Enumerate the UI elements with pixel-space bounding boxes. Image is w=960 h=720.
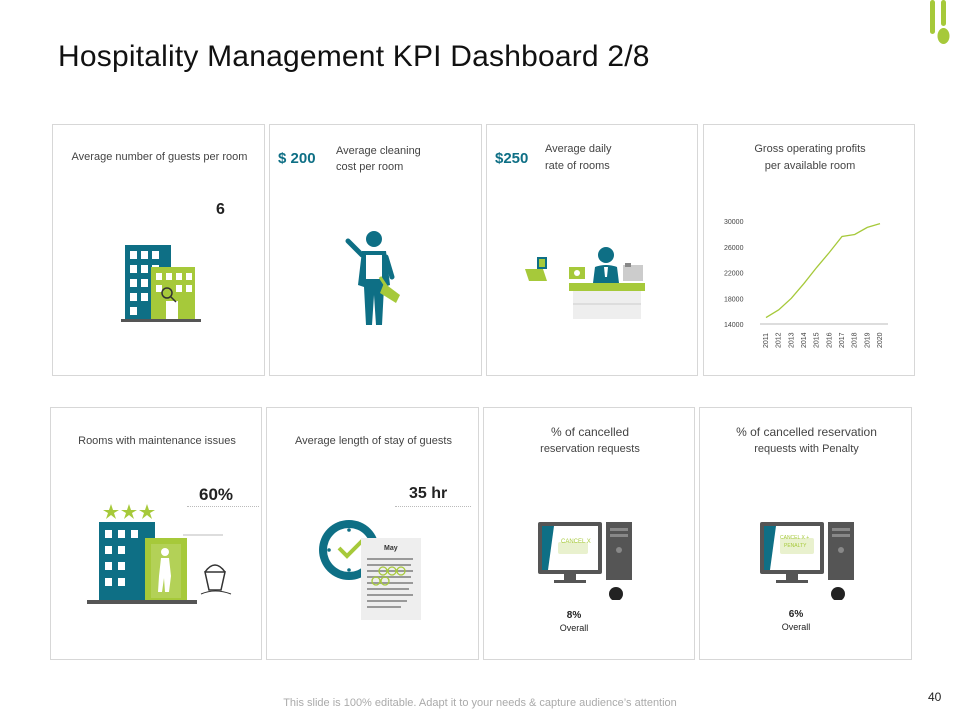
penalty-label-line1: % of cancelled reservation xyxy=(736,425,877,439)
cancelled-value: 8% xyxy=(566,610,582,621)
penalty-value: 6% xyxy=(788,609,804,620)
guests-value: 6 xyxy=(216,201,225,218)
x-tick-label: 2012 xyxy=(776,332,783,348)
maintenance-label: Rooms with maintenance issues xyxy=(78,435,236,447)
x-tick-label: 2019 xyxy=(864,332,871,348)
gop-label-line2: per available room xyxy=(764,160,856,172)
card-guests-per-room: Average number of guests per room 6 xyxy=(52,124,265,376)
calendar-month: May xyxy=(384,545,398,552)
stay-dotted-line xyxy=(395,506,471,507)
footer-note: This slide is 100% editable. Adapt it to… xyxy=(283,697,677,709)
cleaning-value: $ 200 xyxy=(278,150,316,167)
guests-label: Average number of guests per room xyxy=(71,151,248,163)
stay-label: Average length of stay of guests xyxy=(295,435,452,447)
x-tick-label: 2013 xyxy=(788,332,795,348)
daily-rate-label-line1: Average daily xyxy=(545,143,612,155)
card-cleaning-cost: $ 200 Average cleaning cost per room xyxy=(269,124,482,376)
y-tick-label: 26000 xyxy=(724,245,744,252)
gop-series-line xyxy=(765,222,881,319)
stay-value: 35 hr xyxy=(409,485,448,502)
page-number: 40 xyxy=(928,690,942,704)
penalty-computer-icon xyxy=(760,522,854,600)
cancelled-label-line1: % of cancelled xyxy=(550,425,630,439)
gop-line-chart: 14000 18000 22000 26000 30000 2011 2012 2013 20… xyxy=(724,219,888,348)
x-tick-label: 2016 xyxy=(826,332,833,348)
cancelled-label-line2: reservation requests xyxy=(540,443,640,455)
card-daily-rate: $250 Average daily rate of rooms xyxy=(486,124,698,376)
x-tick-label: 2017 xyxy=(839,332,846,348)
maintenance-dotted-line xyxy=(187,506,259,507)
cancelled-sub: Overall xyxy=(559,623,589,633)
daily-rate-label-line2: rate of rooms xyxy=(545,160,610,172)
card-maintenance: Rooms with maintenance issues 60% xyxy=(50,407,262,660)
y-tick-label: 14000 xyxy=(724,322,744,329)
y-tick-label: 30000 xyxy=(724,219,744,226)
x-tick-label: 2020 xyxy=(877,332,884,348)
clock-calendar-icon xyxy=(319,520,421,620)
page-title: Hospitality Management KPI Dashboard 2/8 xyxy=(58,40,650,73)
x-tick-label: 2014 xyxy=(801,332,808,348)
x-tick-label: 2015 xyxy=(814,332,821,348)
cleaning-label-line2: cost per room xyxy=(336,161,404,173)
fork-spoon-logo-icon xyxy=(930,0,950,44)
card-cancelled-penalty: % of cancelled reservation requests with… xyxy=(699,407,912,660)
card-length-of-stay: Average length of stay of guests 35 hr M… xyxy=(266,407,479,660)
hotel-maintenance-icon xyxy=(87,504,232,604)
x-tick-label: 2018 xyxy=(852,332,859,348)
hotel-building-icon xyxy=(121,245,201,322)
cancel-computer-icon xyxy=(538,522,632,600)
y-tick-label: 22000 xyxy=(724,271,744,278)
y-tick-label: 18000 xyxy=(724,296,744,303)
penalty-screen-text-line1: CANCEL X + xyxy=(780,535,810,541)
penalty-label-line2: requests with Penalty xyxy=(754,443,859,455)
maintenance-value: 60% xyxy=(199,485,234,504)
cleaner-icon xyxy=(345,231,400,325)
penalty-sub: Overall xyxy=(781,622,811,632)
gop-label-line1: Gross operating profits xyxy=(754,143,866,155)
card-cancelled-requests: % of cancelled reservation requests CANC… xyxy=(483,407,695,660)
daily-rate-value: $250 xyxy=(495,150,529,167)
penalty-screen-text-line2: PENALTY xyxy=(784,543,807,549)
cancel-screen-text: CANCEL X xyxy=(561,539,591,545)
cancelled-overall: 8% Overall xyxy=(544,609,604,634)
cleaning-label-line1: Average cleaning xyxy=(336,145,421,157)
x-tick-label: 2011 xyxy=(763,333,770,348)
reception-desk-icon xyxy=(525,247,645,319)
card-gop-chart: Gross operating profits per available ro… xyxy=(703,124,915,376)
penalty-overall: 6% Overall xyxy=(766,608,826,633)
